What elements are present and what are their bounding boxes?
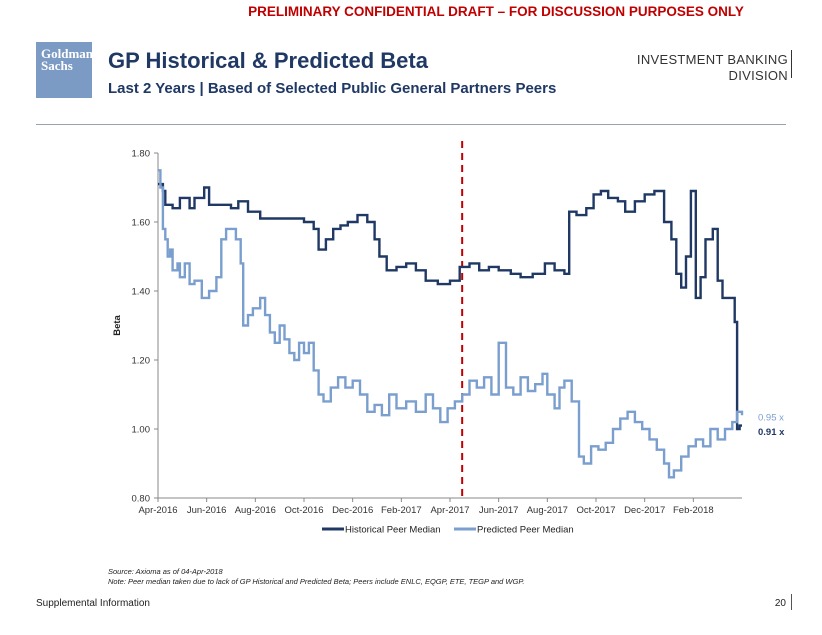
legend-predicted-label: Predicted Peer Median [477, 525, 574, 536]
y-tick-label: 1.40 [132, 287, 151, 298]
x-tick-label: Dec-2017 [624, 505, 665, 516]
division-divider [791, 50, 792, 78]
y-axis-title: Beta [112, 314, 123, 335]
logo-line1: Goldman [41, 46, 94, 61]
x-tick-label: Aug-2017 [527, 505, 568, 516]
division-line2: DIVISION [728, 68, 788, 83]
page-subtitle: Last 2 Years | Based of Selected Public … [108, 80, 557, 97]
historical-peer-median-line [158, 182, 742, 431]
goldman-sachs-logo: Goldman Sachs [36, 42, 94, 98]
x-tick-label: Oct-2016 [284, 505, 323, 516]
predicted-peer-median-line [158, 169, 744, 479]
predicted-end-label: 0.95 x [758, 412, 784, 423]
legend-historical-label: Historical Peer Median [345, 525, 441, 536]
y-tick-label: 1.60 [132, 218, 151, 229]
source-notes: Source: Axioma as of 04-Apr-2018 Note: P… [108, 567, 524, 587]
x-tick-label: Oct-2017 [576, 505, 615, 516]
division-label: INVESTMENT BANKING DIVISION [637, 52, 788, 84]
page-number: 20 [774, 598, 786, 609]
x-tick-label: Jun-2016 [187, 505, 227, 516]
x-tick-label: Apr-2017 [430, 505, 469, 516]
historical-end-label: 0.91 x [758, 427, 785, 438]
x-tick-label: Aug-2016 [235, 505, 276, 516]
note-text: Note: Peer median taken due to lack of G… [108, 577, 525, 586]
x-tick-label: Apr-2016 [138, 505, 177, 516]
page-title: GP Historical & Predicted Beta [108, 48, 428, 73]
x-tick-label: Jun-2017 [479, 505, 519, 516]
x-tick-label: Feb-2018 [673, 505, 714, 516]
division-line1: INVESTMENT BANKING [636, 52, 788, 67]
y-tick-label: 0.80 [132, 494, 151, 505]
y-tick-label: 1.00 [132, 425, 151, 436]
y-tick-label: 1.80 [132, 149, 151, 160]
source-text: Source: Axioma as of 04-Apr-2018 [108, 567, 223, 576]
x-tick-label: Feb-2017 [381, 505, 422, 516]
confidential-banner: PRELIMINARY CONFIDENTIAL DRAFT – FOR DIS… [248, 4, 744, 19]
y-tick-label: 1.20 [132, 356, 151, 367]
logo-line2: Sachs [41, 58, 73, 73]
footer-section-label: Supplemental Information [36, 598, 150, 609]
footer-divider [791, 594, 792, 610]
x-tick-label: Dec-2016 [332, 505, 373, 516]
header-rule [36, 124, 786, 125]
